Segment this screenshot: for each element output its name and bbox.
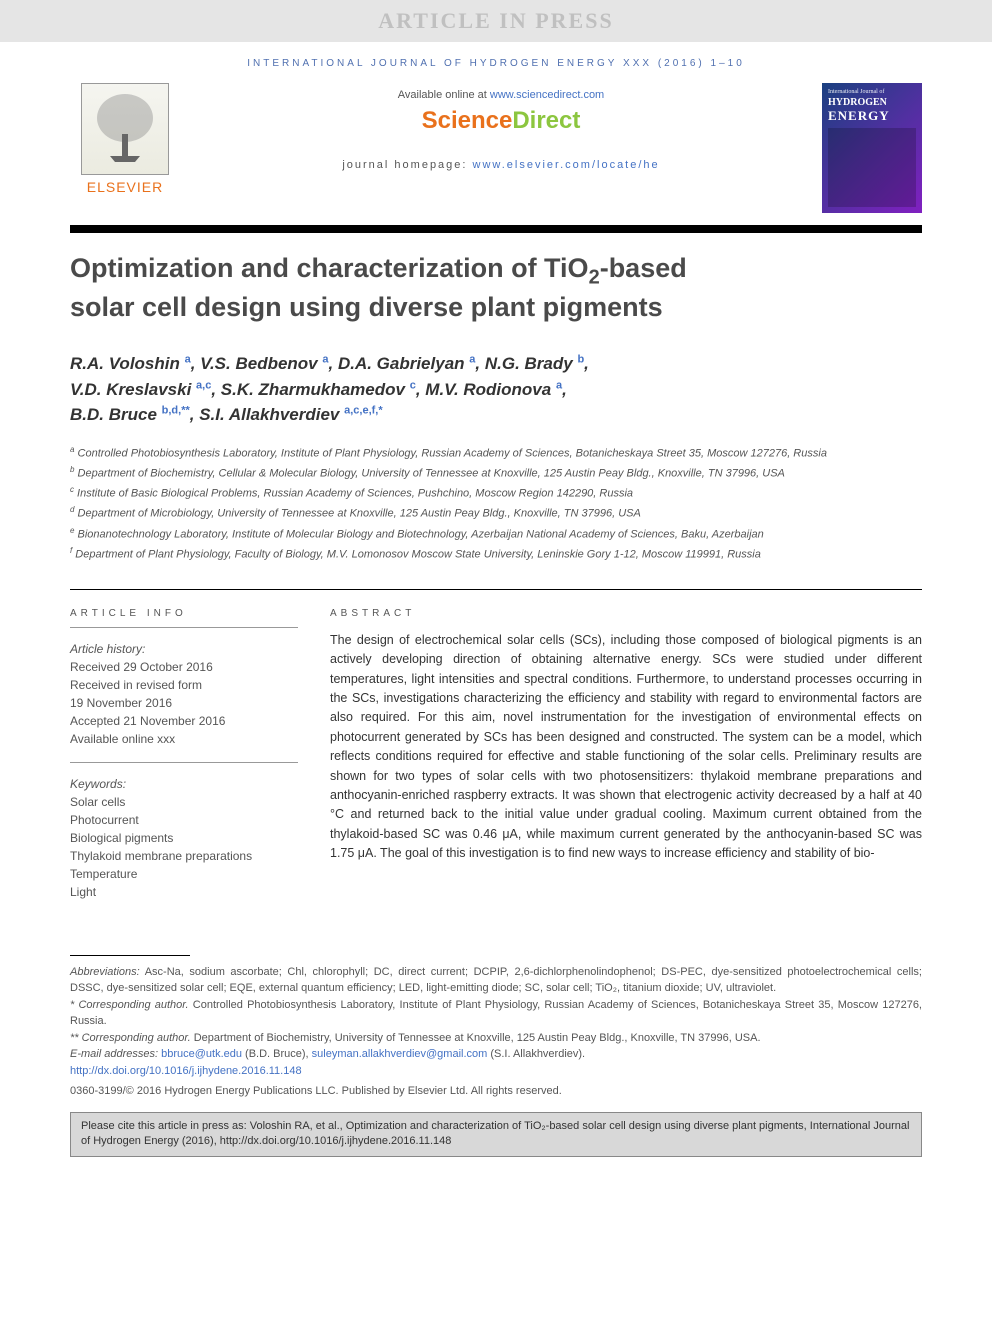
available-prefix: Available online at [398,89,490,101]
cover-body [828,128,916,207]
copyright-line: 0360-3199/© 2016 Hydrogen Energy Publica… [70,1083,922,1100]
abbreviations-line: Abbreviations: Asc-Na, sodium ascorbate;… [70,964,922,997]
email2-name: (S.I. Allakhverdiev). [487,1048,585,1060]
page: ARTICLE IN PRESS INTERNATIONAL JOURNAL O… [0,0,992,1157]
homepage-prefix: journal homepage: [342,159,472,171]
title-part1b: -based [600,253,687,283]
sciencedirect-link[interactable]: www.sciencedirect.com [490,89,604,101]
history-line: Received in revised form [70,676,298,694]
available-text: Available online at www.sciencedirect.co… [198,89,804,101]
journal-reference: INTERNATIONAL JOURNAL OF HYDROGEN ENERGY… [0,42,992,83]
sd-logo-part2: Direct [512,107,580,134]
journal-cover-thumbnail: International Journal of HYDROGEN ENERGY [822,83,922,213]
author: V.S. Bedbenov a [200,354,328,373]
homepage-link[interactable]: www.elsevier.com/locate/he [473,159,660,171]
homepage-text: journal homepage: www.elsevier.com/locat… [198,159,804,171]
footnotes: Abbreviations: Asc-Na, sodium ascorbate;… [70,964,922,1100]
affiliation-row: a Controlled Photobiosynthesis Laborator… [70,444,922,462]
keyword: Thylakoid membrane preparations [70,847,298,865]
affiliations-list: a Controlled Photobiosynthesis Laborator… [70,444,922,563]
article-info-head: ARTICLE INFO [70,608,298,628]
history-line: Received 29 October 2016 [70,658,298,676]
author: D.A. Gabrielyan a [338,354,475,373]
corr1-text: Controlled Photobiosynthesis Laboratory,… [70,999,922,1028]
history-line: Accepted 21 November 2016 [70,712,298,730]
corresponding-author-1: * Corresponding author. Controlled Photo… [70,997,922,1030]
cover-title2: ENERGY [828,108,916,124]
history-line: Available online xxx [70,730,298,748]
affiliation-row: c Institute of Basic Biological Problems… [70,484,922,502]
citation-box: Please cite this article in press as: Vo… [70,1112,922,1157]
affiliation-row: f Department of Plant Physiology, Facult… [70,545,922,563]
history-label: Article history: [70,640,298,658]
keyword: Biological pigments [70,829,298,847]
content: Optimization and characterization of TiO… [0,233,992,1100]
keyword: Temperature [70,865,298,883]
email-label: E-mail addresses: [70,1048,161,1060]
article-in-press-banner: ARTICLE IN PRESS [0,0,992,42]
corresponding-author-2: ** Corresponding author. Department of B… [70,1030,922,1047]
abstract-head: ABSTRACT [330,608,922,619]
author: S.K. Zharmukhamedov c [221,380,416,399]
cover-top-text: International Journal of [828,89,916,95]
author: M.V. Rodionova a [425,380,562,399]
author: N.G. Brady b [485,354,584,373]
sd-logo-part1: Science [422,107,513,134]
doi-link[interactable]: http://dx.doi.org/10.1016/j.ijhydene.201… [70,1065,302,1077]
masthead: ELSEVIER Available online at www.science… [0,83,992,225]
abstract-column: ABSTRACT The design of electrochemical s… [330,608,922,901]
affiliation-row: d Department of Microbiology, University… [70,504,922,522]
elsevier-name: ELSEVIER [87,179,163,195]
article-history: Article history: Received 29 October 201… [70,640,298,763]
two-column-layout: ARTICLE INFO Article history: Received 2… [70,608,922,901]
corr1-label: * Corresponding author. [70,999,189,1011]
corr2-text: Department of Biochemistry, University o… [191,1032,761,1044]
thick-rule [70,225,922,233]
title-part1: Optimization and characterization of TiO [70,253,589,283]
email-link-1[interactable]: bbruce@utk.edu [161,1048,242,1060]
author: R.A. Voloshin a [70,354,191,373]
corr2-label: ** Corresponding author. [70,1032,191,1044]
email1-name: (B.D. Bruce), [242,1048,312,1060]
author: B.D. Bruce b,d,** [70,405,190,424]
authors-list: R.A. Voloshin a, V.S. Bedbenov a, D.A. G… [70,351,922,428]
mid-rule [70,589,922,590]
abstract-text: The design of electrochemical solar cell… [330,631,922,864]
keywords-label: Keywords: [70,775,298,793]
masthead-center: Available online at www.sciencedirect.co… [198,83,804,171]
author: S.I. Allakhverdiev a,c,e,f,* [199,405,382,424]
title-part2: solar cell design using diverse plant pi… [70,292,663,322]
email-line: E-mail addresses: bbruce@utk.edu (B.D. B… [70,1046,922,1063]
footnotes-rule [70,955,190,956]
affiliation-row: b Department of Biochemistry, Cellular &… [70,464,922,482]
author: V.D. Kreslavski a,c [70,380,211,399]
title-subscript: 2 [589,266,600,288]
cover-title1: HYDROGEN [828,97,916,108]
keyword: Solar cells [70,793,298,811]
abbrev-label: Abbreviations: [70,966,140,978]
elsevier-logo-block: ELSEVIER [70,83,180,195]
sciencedirect-logo: ScienceDirect [198,107,804,135]
elsevier-tree-icon [81,83,169,175]
email-link-2[interactable]: suleyman.allakhverdiev@gmail.com [312,1048,488,1060]
keywords-block: Keywords: Solar cellsPhotocurrentBiologi… [70,775,298,901]
article-title: Optimization and characterization of TiO… [70,251,922,325]
article-info-column: ARTICLE INFO Article history: Received 2… [70,608,298,901]
history-line: 19 November 2016 [70,694,298,712]
affiliation-row: e Bionanotechnology Laboratory, Institut… [70,525,922,543]
keyword: Light [70,883,298,901]
abbrev-text: Asc-Na, sodium ascorbate; Chl, chlorophy… [70,966,922,995]
keyword: Photocurrent [70,811,298,829]
